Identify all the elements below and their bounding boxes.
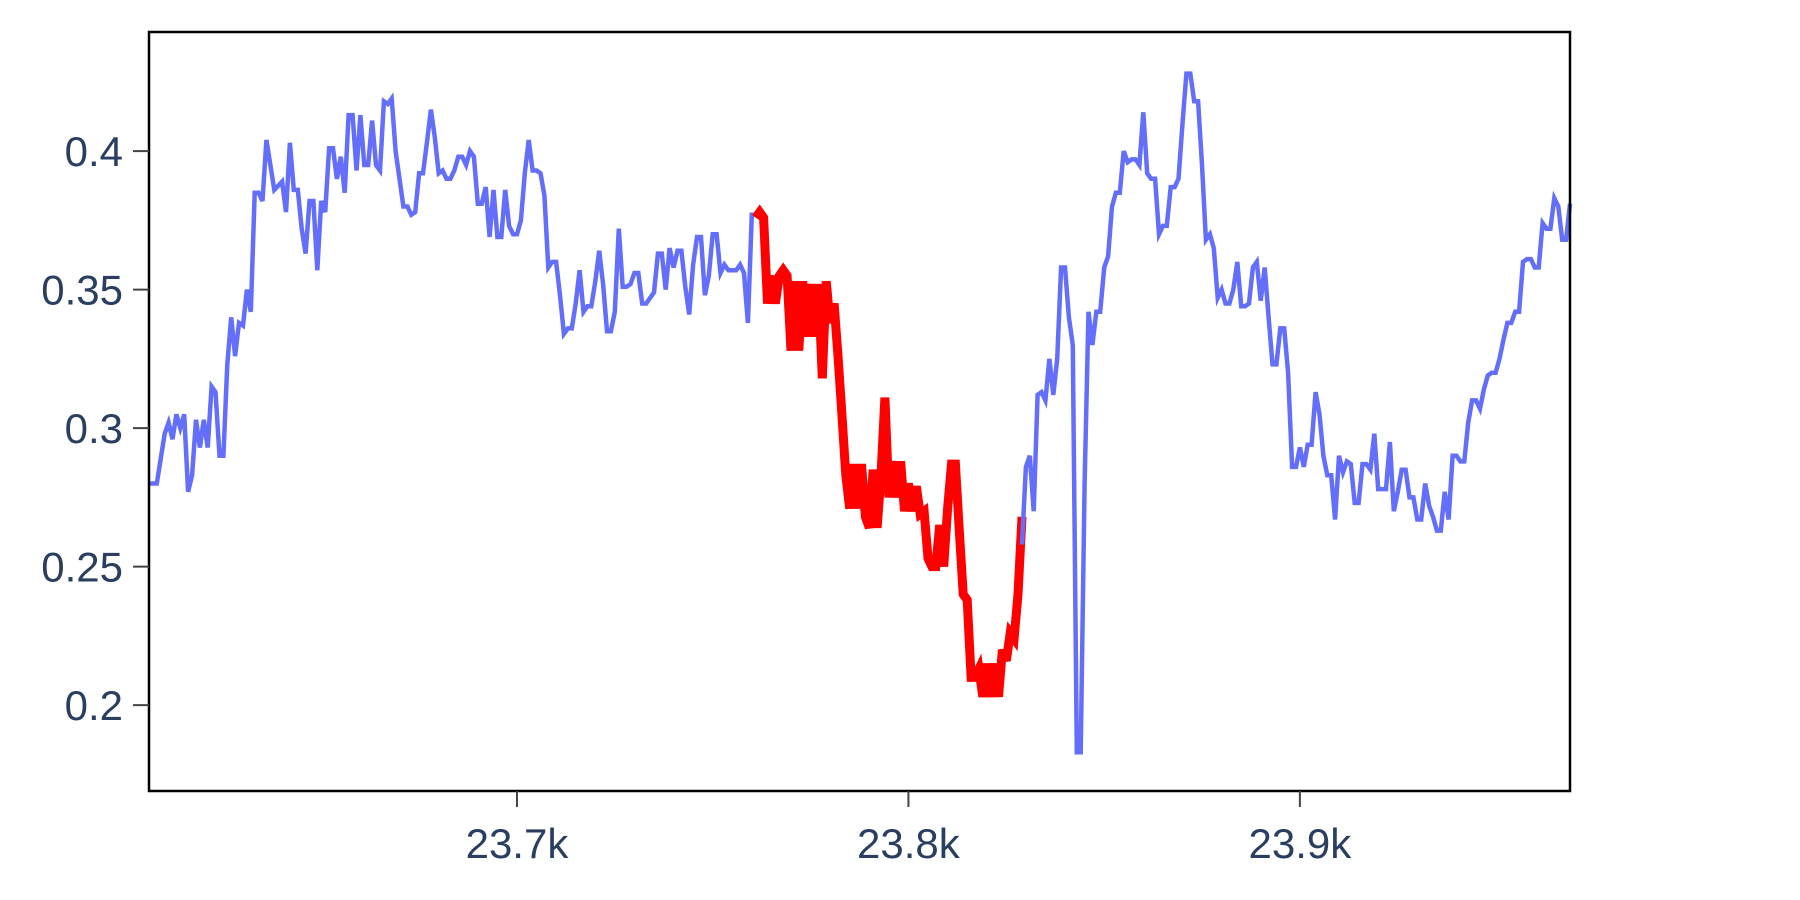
series-line-3 — [1019, 71, 1573, 755]
plot-area — [149, 32, 1570, 791]
plot-frame — [147, 30, 1572, 793]
x-tick-label-1: 23.7k — [466, 820, 570, 867]
series-line-1 — [149, 92, 756, 493]
y-tick-label-4: 0.35 — [41, 267, 123, 314]
y-tick-label-2: 0.25 — [41, 544, 123, 591]
x-tick-label-3: 23.9k — [1249, 820, 1353, 867]
plot-background — [149, 32, 1570, 791]
x-tick-label-2: 23.8k — [857, 820, 961, 867]
series-layer — [149, 71, 1573, 755]
series-line-2 — [752, 204, 1027, 698]
y-tick-label-5: 0.4 — [65, 128, 123, 175]
y-axis: 0.2 0.25 0.3 0.35 0.4 — [41, 128, 149, 729]
y-tick-label-1: 0.2 — [65, 682, 123, 729]
x-axis: 23.7k 23.8k 23.9k — [466, 791, 1353, 867]
y-tick-label-3: 0.3 — [65, 405, 123, 452]
